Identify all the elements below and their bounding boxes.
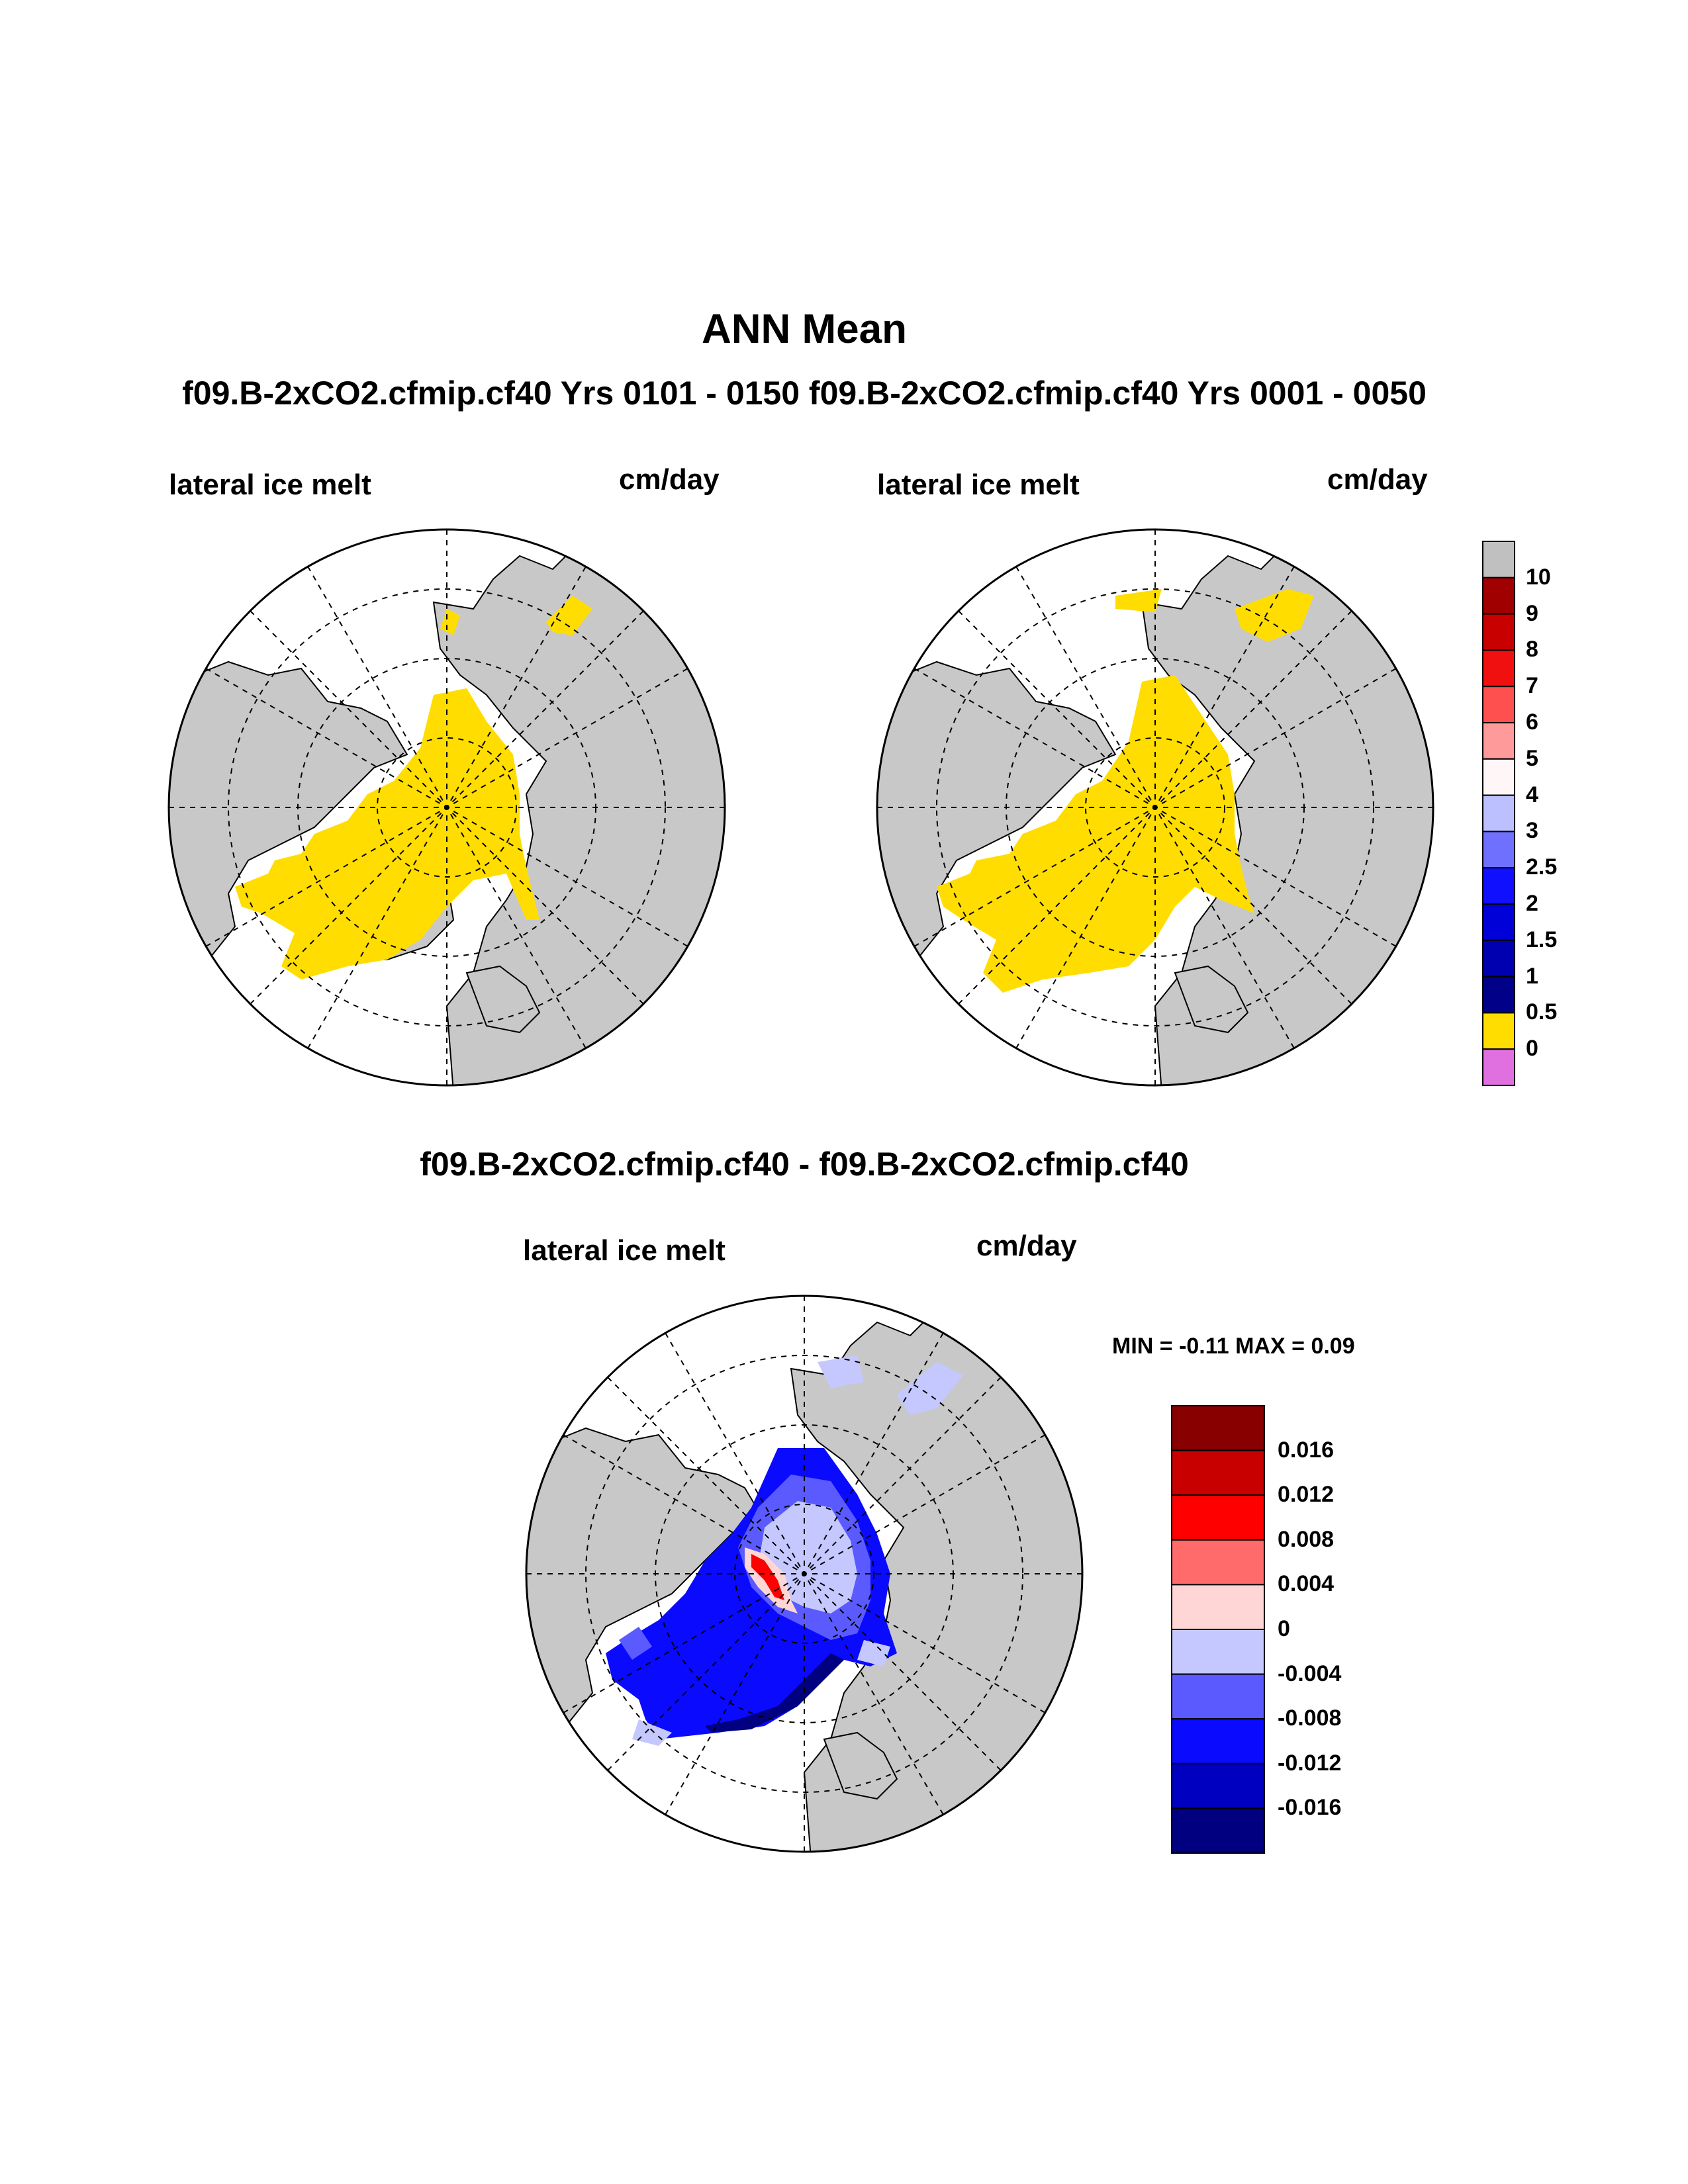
colorbar-swatch	[1482, 939, 1515, 978]
colorbar-swatch	[1482, 686, 1515, 723]
panel1-melt-region	[235, 688, 539, 979]
colorbar-tick-label: 0.012	[1278, 1482, 1335, 1508]
colorbar-tick-label: 0	[1526, 1036, 1538, 1062]
colorbar-swatch	[1171, 1449, 1265, 1496]
colorbar-2	[1171, 1405, 1265, 1854]
colorbar-swatch	[1171, 1405, 1265, 1451]
colorbar-tick-label: -0.016	[1278, 1795, 1342, 1821]
panel2-map	[876, 528, 1434, 1087]
panel3-map	[525, 1295, 1084, 1853]
colorbar-swatch	[1171, 1494, 1265, 1541]
colorbar-swatch	[1171, 1539, 1265, 1586]
panel1-variable: lateral ice melt	[169, 469, 371, 501]
colorbar-swatch	[1171, 1718, 1265, 1764]
colorbar-tick-label: 10	[1526, 564, 1551, 590]
colorbar-swatch	[1482, 649, 1515, 688]
colorbar-tick-label: 1	[1526, 963, 1538, 989]
colorbar-tick-label: 4	[1526, 782, 1538, 807]
colorbar-tick-label: -0.004	[1278, 1661, 1342, 1686]
colorbar-swatch	[1482, 976, 1515, 1014]
panel2-melt-region	[937, 675, 1254, 993]
panel3-stats: MIN = -0.11 MAX = 0.09	[1112, 1334, 1355, 1359]
colorbar-tick-label: 3	[1526, 818, 1538, 844]
colorbar-tick-label: 0.008	[1278, 1526, 1335, 1552]
panel1-map	[167, 528, 726, 1087]
colorbar-swatch	[1482, 541, 1515, 578]
colorbar-swatch	[1482, 1012, 1515, 1050]
colorbar-tick-label: 0.004	[1278, 1571, 1335, 1597]
panel3-variable: lateral ice melt	[523, 1234, 726, 1267]
colorbar-swatch	[1482, 613, 1515, 651]
colorbar-tick-label: 8	[1526, 637, 1538, 662]
panel3-units: cm/day	[976, 1230, 1077, 1262]
colorbar-swatch	[1482, 794, 1515, 833]
colorbar-tick-label: 0.016	[1278, 1437, 1335, 1463]
colorbar-tick-label: 7	[1526, 673, 1538, 699]
panel1-units: cm/day	[619, 463, 720, 496]
colorbar-swatch	[1171, 1807, 1265, 1854]
colorbar-swatch	[1482, 758, 1515, 796]
colorbar-swatch	[1482, 576, 1515, 615]
colorbar-swatch	[1482, 831, 1515, 869]
colorbar-swatch	[1171, 1762, 1265, 1809]
colorbar-swatch	[1171, 1673, 1265, 1720]
colorbar-tick-label: 9	[1526, 600, 1538, 626]
colorbar-swatch	[1482, 722, 1515, 760]
colorbar-swatch	[1482, 1048, 1515, 1086]
colorbar-swatch	[1482, 903, 1515, 941]
colorbar-tick-label: 2.5	[1526, 854, 1558, 880]
diff-title: f09.B-2xCO2.cfmip.cf40 - f09.B-2xCO2.cfm…	[420, 1146, 1189, 1183]
panel2-variable: lateral ice melt	[877, 469, 1080, 501]
colorbar-tick-label: -0.008	[1278, 1706, 1342, 1731]
colorbar-1	[1482, 541, 1515, 1086]
main-title: ANN Mean	[701, 306, 908, 352]
panel2-units: cm/day	[1327, 463, 1428, 496]
subtitle: f09.B-2xCO2.cfmip.cf40 Yrs 0101 - 0150 f…	[182, 375, 1427, 412]
colorbar-swatch	[1171, 1629, 1265, 1675]
colorbar-tick-label: 2	[1526, 891, 1538, 916]
colorbar-tick-label: 6	[1526, 709, 1538, 735]
colorbar-swatch	[1482, 867, 1515, 905]
colorbar-tick-label: 0	[1278, 1616, 1290, 1641]
colorbar-tick-label: 5	[1526, 745, 1538, 771]
colorbar-tick-label: 0.5	[1526, 999, 1558, 1025]
colorbar-tick-label: -0.012	[1278, 1750, 1342, 1776]
colorbar-swatch	[1171, 1584, 1265, 1630]
colorbar-tick-label: 1.5	[1526, 927, 1558, 952]
